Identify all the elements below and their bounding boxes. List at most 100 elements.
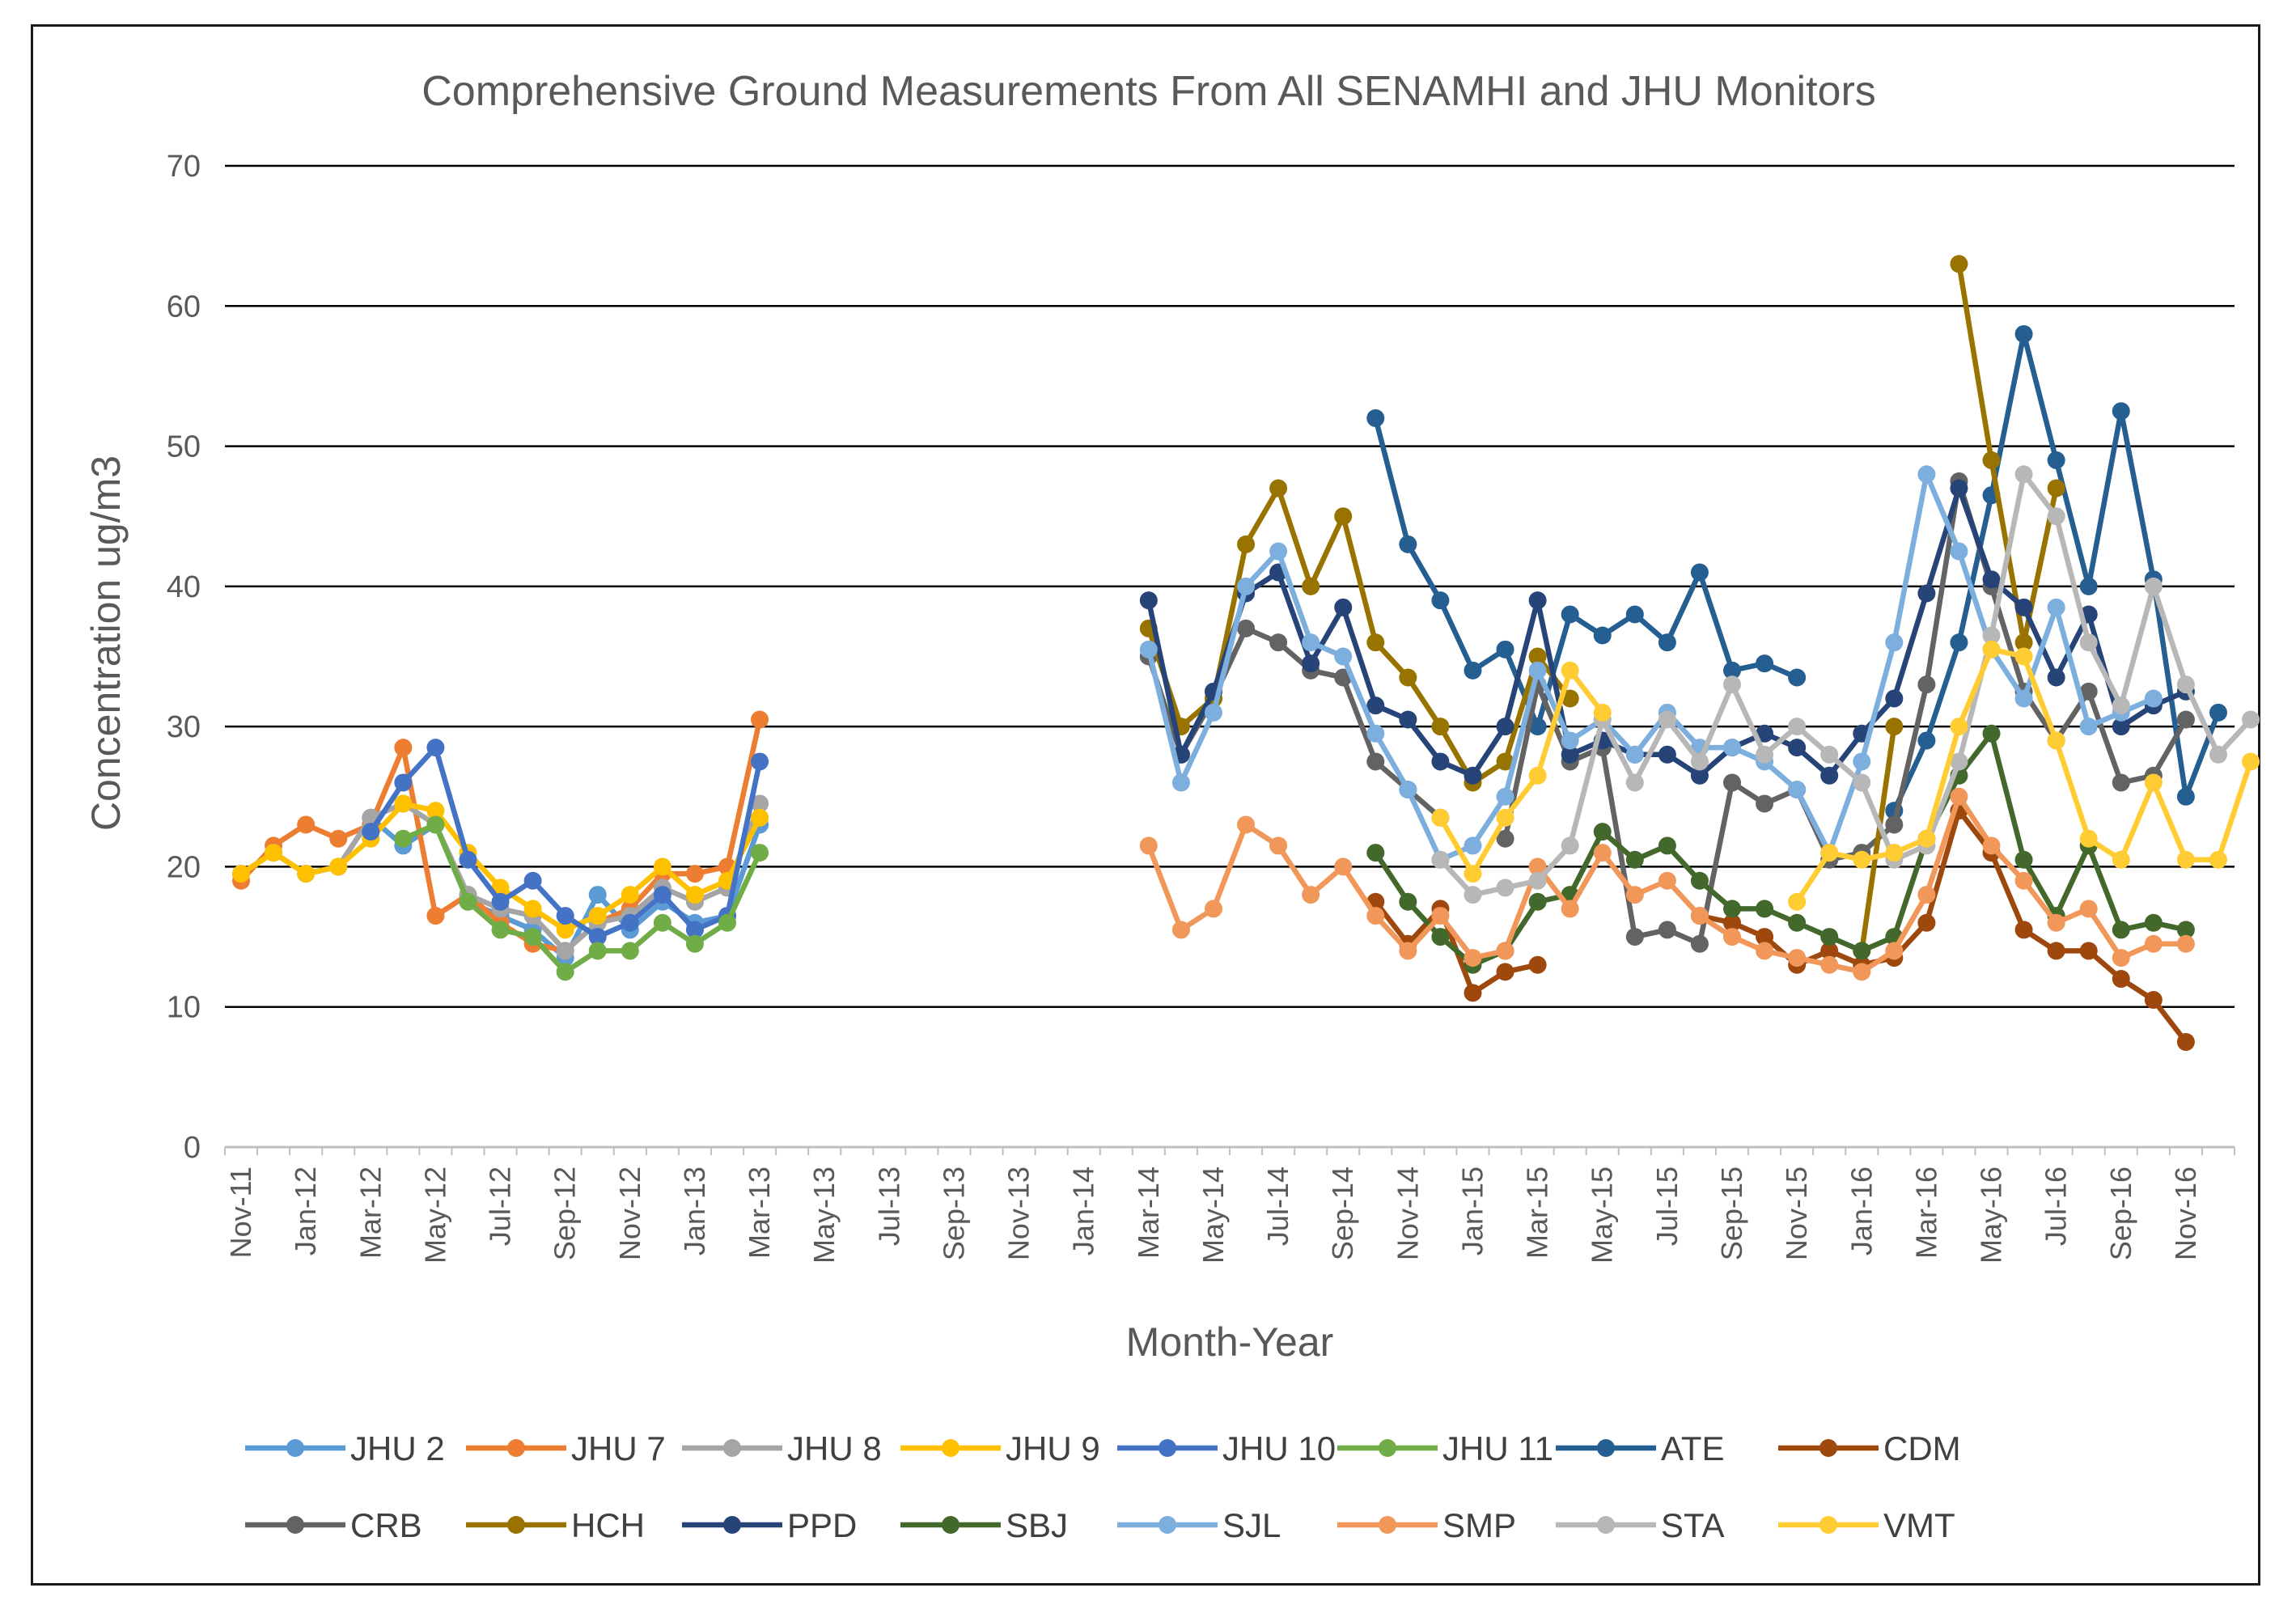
data-point [1853, 773, 1871, 792]
legend: JHU 2 JHU 7 JHU 8 JHU 9 JHU 10 JHU 11 ATE CDM CR… [245, 1429, 1961, 1544]
legend-label: JHU 11 [1442, 1429, 1553, 1467]
data-point [1269, 836, 1288, 855]
data-point [1431, 928, 1450, 946]
data-point [2047, 507, 2065, 526]
data-point [1917, 913, 1936, 932]
data-point [2209, 745, 2227, 764]
data-point [1625, 850, 1644, 869]
data-point [1496, 718, 1514, 736]
x-tick-label: May-14 [1197, 1167, 1230, 1264]
data-point [2079, 942, 2098, 960]
data-point [1788, 949, 1807, 968]
data-point [556, 907, 574, 925]
data-point [2014, 689, 2033, 708]
data-point [2079, 718, 2098, 736]
data-point [1853, 850, 1871, 869]
data-point [1237, 577, 1256, 595]
data-point [751, 752, 769, 771]
x-tick-label: Jan-15 [1455, 1167, 1489, 1255]
data-point [2079, 829, 2098, 848]
data-point [1528, 591, 1547, 610]
legend-item: VMT [1778, 1506, 1955, 1544]
data-point [1723, 675, 1741, 694]
legend-item: JHU 9 [900, 1429, 1100, 1467]
series-line [1146, 485, 1573, 785]
data-point [1593, 703, 1612, 722]
series-line [1373, 415, 1800, 730]
data-point [2079, 900, 2098, 918]
x-tick-label: Mar-16 [1909, 1167, 1942, 1259]
y-tick-label: 60 [167, 290, 201, 324]
data-point [1399, 892, 1417, 911]
data-point [1950, 255, 1968, 273]
data-point [426, 815, 445, 834]
x-tick-label: Mar-13 [743, 1167, 776, 1259]
legend-swatch-marker [723, 1516, 741, 1534]
data-point [1820, 928, 1839, 946]
data-point [1756, 724, 1774, 743]
x-axis-ticks: Nov-11 Jan-12 Mar-12 May-12 Jul-12 Sep-12 Nov-… [224, 1147, 2235, 1264]
x-tick-label: Sep-15 [1715, 1167, 1748, 1260]
data-point [2112, 949, 2130, 968]
data-point [1917, 675, 1936, 694]
data-point [556, 942, 574, 960]
data-point [2112, 773, 2130, 792]
data-point [1496, 879, 1514, 897]
legend-item: HCH [466, 1506, 645, 1544]
legend-swatch-marker [1159, 1516, 1176, 1534]
data-point [1950, 479, 1968, 498]
x-tick-label: Nov-15 [1780, 1167, 1813, 1260]
data-point [1756, 654, 1774, 673]
data-point [1788, 913, 1807, 932]
x-tick-label: Sep-13 [937, 1167, 970, 1260]
x-tick-label: Jul-13 [872, 1167, 905, 1246]
data-point [2079, 577, 2098, 595]
data-point [1204, 900, 1222, 918]
data-point [1431, 808, 1450, 827]
data-point [1756, 900, 1774, 918]
data-point [1982, 451, 2001, 469]
data-point [1399, 710, 1417, 729]
data-point [1464, 949, 1482, 968]
series-layer [232, 255, 2260, 1052]
data-point [232, 865, 251, 883]
data-point [1625, 886, 1644, 904]
data-point [1171, 921, 1190, 939]
data-point [2144, 577, 2163, 595]
data-point [1723, 913, 1741, 932]
data-point [1399, 781, 1417, 799]
data-point [426, 739, 445, 757]
data-point [2047, 598, 2065, 616]
data-point [1982, 570, 2001, 589]
data-point [491, 921, 510, 939]
data-point [2242, 710, 2260, 729]
data-point [1950, 718, 1968, 736]
data-point [2144, 934, 2163, 953]
data-point [1561, 689, 1579, 708]
legend-label: SBJ [1006, 1506, 1068, 1544]
data-point [621, 913, 639, 932]
data-point [297, 865, 316, 883]
data-point [2176, 675, 2195, 694]
data-point [1496, 640, 1514, 658]
data-point [2014, 871, 2033, 890]
x-tick-label: Nov-12 [613, 1167, 646, 1260]
data-point [1366, 697, 1385, 715]
legend-swatch-marker [507, 1516, 525, 1534]
legend-swatch-marker [1819, 1516, 1837, 1534]
data-point [1366, 633, 1385, 652]
legend-item: CDM [1778, 1429, 1961, 1467]
legend-label: ATE [1661, 1429, 1725, 1467]
data-point [1658, 710, 1676, 729]
data-point [1723, 773, 1741, 792]
data-point [1982, 626, 2001, 645]
legend-label: JHU 10 [1222, 1429, 1336, 1467]
data-point [1756, 794, 1774, 813]
series-jhu-11 [394, 815, 769, 981]
legend-label: STA [1661, 1506, 1725, 1544]
series-line [1697, 807, 2189, 1045]
data-point [621, 886, 639, 904]
data-point [556, 963, 574, 981]
series-sbj [1366, 724, 2195, 974]
data-point [2144, 773, 2163, 792]
